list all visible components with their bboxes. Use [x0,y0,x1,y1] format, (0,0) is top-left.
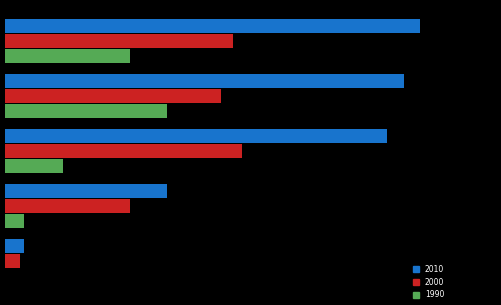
Bar [5,199,130,213]
Bar [5,129,387,143]
Bar [5,19,420,33]
Bar [5,159,63,173]
Bar [5,239,24,253]
Bar [5,144,241,158]
Bar [5,74,403,88]
Bar [5,214,24,228]
Bar [5,49,130,63]
Bar [5,184,167,198]
Bar [5,34,233,48]
Legend: 2010, 2000, 1990: 2010, 2000, 1990 [411,263,446,301]
Bar [5,89,221,103]
Bar [5,104,167,118]
Bar [5,254,20,268]
